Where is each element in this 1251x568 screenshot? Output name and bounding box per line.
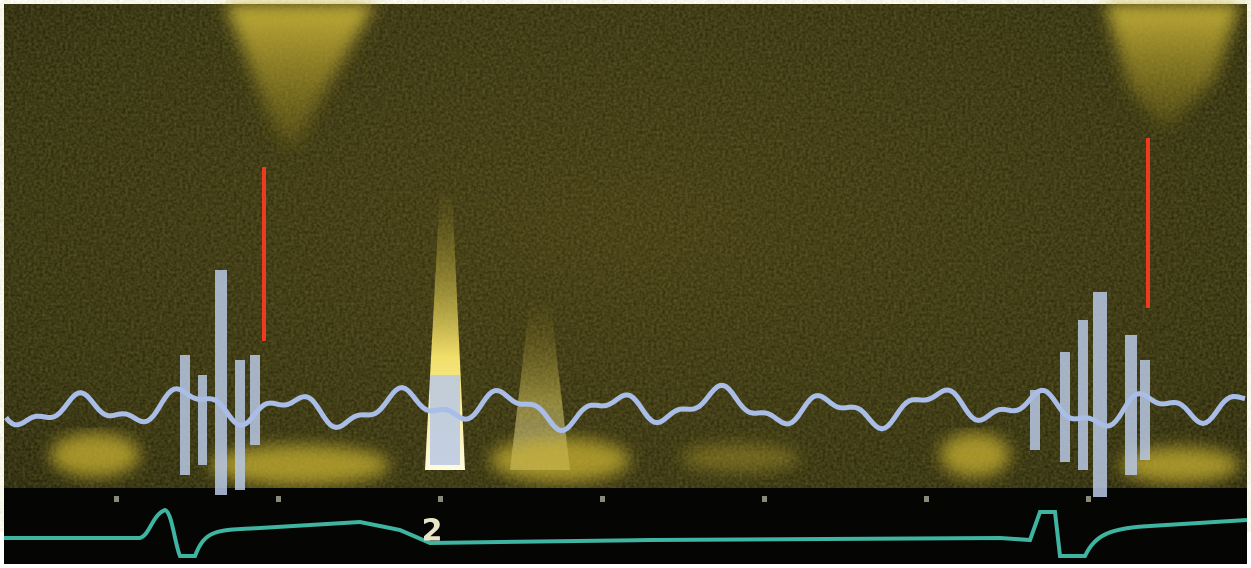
- marker-label: 2: [422, 514, 443, 549]
- doppler-image: 2: [0, 0, 1251, 568]
- image-frame: 2: [4, 4, 1247, 564]
- page: {"image": {"marker_label": "2"}}: [0, 0, 1251, 568]
